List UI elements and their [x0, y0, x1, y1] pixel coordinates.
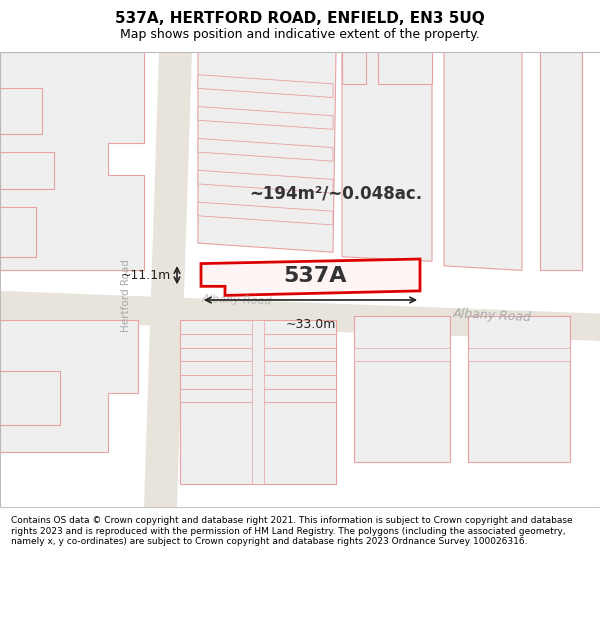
Polygon shape [0, 52, 144, 271]
Polygon shape [252, 321, 264, 484]
Polygon shape [144, 52, 192, 507]
Polygon shape [198, 75, 333, 98]
Text: Albany Road: Albany Road [202, 294, 272, 306]
Polygon shape [444, 52, 522, 271]
Polygon shape [180, 334, 336, 348]
Polygon shape [198, 52, 336, 252]
Polygon shape [468, 316, 570, 461]
Polygon shape [0, 207, 36, 257]
Polygon shape [354, 316, 450, 461]
Polygon shape [180, 361, 336, 375]
Polygon shape [540, 52, 582, 271]
Text: ~11.1m: ~11.1m [121, 269, 171, 282]
Text: ~194m²/~0.048ac.: ~194m²/~0.048ac. [250, 184, 422, 202]
Polygon shape [0, 321, 138, 452]
Polygon shape [0, 152, 54, 189]
Text: Contains OS data © Crown copyright and database right 2021. This information is : Contains OS data © Crown copyright and d… [11, 516, 572, 546]
Polygon shape [198, 107, 333, 129]
Polygon shape [0, 371, 60, 425]
Text: 537A: 537A [283, 266, 347, 286]
Polygon shape [198, 170, 333, 193]
Text: Albany Road: Albany Road [452, 308, 532, 324]
Polygon shape [180, 321, 336, 484]
Text: Hertford Road: Hertford Road [121, 259, 131, 332]
Polygon shape [0, 291, 600, 341]
Polygon shape [354, 348, 450, 361]
Polygon shape [342, 52, 366, 84]
Text: Map shows position and indicative extent of the property.: Map shows position and indicative extent… [120, 28, 480, 41]
Polygon shape [198, 139, 333, 161]
Polygon shape [342, 52, 432, 261]
Polygon shape [468, 348, 570, 361]
Polygon shape [201, 259, 420, 296]
Polygon shape [180, 389, 336, 402]
Polygon shape [378, 52, 432, 84]
Text: 537A, HERTFORD ROAD, ENFIELD, EN3 5UQ: 537A, HERTFORD ROAD, ENFIELD, EN3 5UQ [115, 11, 485, 26]
Text: ~33.0m: ~33.0m [286, 318, 335, 331]
Polygon shape [198, 202, 333, 225]
Polygon shape [0, 88, 42, 134]
